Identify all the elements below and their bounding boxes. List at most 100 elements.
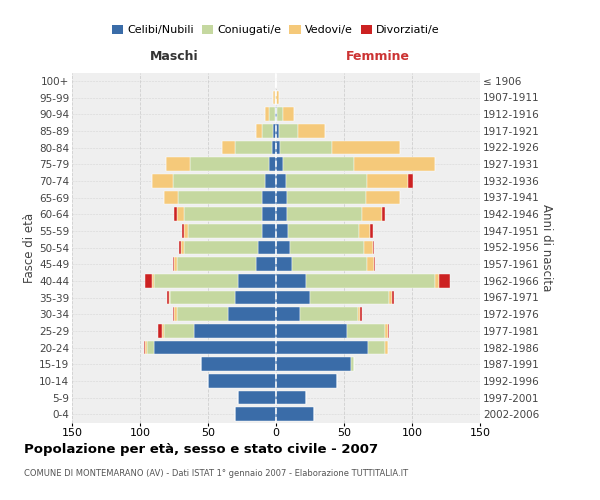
Bar [276,124,279,138]
Bar [280,140,332,154]
Bar [262,190,276,204]
Bar [174,258,177,271]
Bar [174,308,177,321]
Bar [177,208,184,221]
Bar [152,274,154,287]
Bar [275,108,276,121]
Bar [173,308,174,321]
Bar [288,224,359,237]
Bar [276,224,288,237]
Bar [276,174,286,188]
Bar [370,224,373,237]
Bar [276,358,351,371]
Bar [265,108,269,121]
Bar [290,240,364,254]
Bar [435,274,439,287]
Bar [169,290,170,304]
Bar [173,258,174,271]
Bar [256,258,276,271]
Bar [351,358,353,371]
Bar [166,158,190,171]
Bar [238,274,276,287]
Bar [145,340,147,354]
Bar [408,174,413,188]
Bar [367,258,374,271]
Bar [298,124,325,138]
Bar [201,358,276,371]
Bar [276,90,279,104]
Bar [306,274,435,287]
Text: Popolazione per età, sesso e stato civile - 2007: Popolazione per età, sesso e stato civil… [24,442,378,456]
Bar [190,158,269,171]
Bar [164,190,178,204]
Bar [147,340,154,354]
Bar [259,240,276,254]
Bar [301,308,358,321]
Bar [235,290,276,304]
Bar [154,340,276,354]
Bar [368,340,385,354]
Bar [361,308,362,321]
Bar [366,190,400,204]
Bar [158,324,162,338]
Bar [374,258,375,271]
Bar [382,208,385,221]
Y-axis label: Fasce di età: Fasce di età [23,212,36,282]
Bar [310,290,389,304]
Bar [276,140,280,154]
Bar [177,258,256,271]
Bar [162,324,164,338]
Bar [177,308,229,321]
Bar [276,208,287,221]
Bar [144,340,145,354]
Bar [276,290,310,304]
Bar [235,140,272,154]
Bar [389,290,392,304]
Bar [276,240,290,254]
Bar [276,340,368,354]
Text: Maschi: Maschi [149,50,199,64]
Bar [272,140,276,154]
Bar [287,208,362,221]
Legend: Celibi/Nubili, Coniugati/e, Vedovi/e, Divorziati/e: Celibi/Nubili, Coniugati/e, Vedovi/e, Di… [108,20,444,40]
Bar [359,224,370,237]
Bar [221,140,235,154]
Text: Femmine: Femmine [346,50,410,64]
Bar [392,290,394,304]
Bar [353,158,435,171]
Bar [145,274,152,287]
Bar [362,208,382,221]
Bar [173,174,265,188]
Bar [279,124,298,138]
Bar [269,108,275,121]
Bar [235,408,276,421]
Bar [292,258,367,271]
Bar [164,324,194,338]
Bar [256,124,262,138]
Bar [283,108,293,121]
Bar [273,90,275,104]
Bar [276,324,347,338]
Bar [154,274,238,287]
Bar [275,90,276,104]
Bar [439,274,450,287]
Bar [167,290,169,304]
Bar [182,224,184,237]
Bar [184,224,188,237]
Text: COMUNE DI MONTEMARANO (AV) - Dati ISTAT 1° gennaio 2007 - Elaborazione TUTTITALI: COMUNE DI MONTEMARANO (AV) - Dati ISTAT … [24,468,408,477]
Bar [388,324,389,338]
Bar [269,158,276,171]
Bar [276,374,337,388]
Bar [262,124,273,138]
Bar [181,240,184,254]
Bar [276,258,292,271]
Bar [276,408,314,421]
Bar [276,158,283,171]
Y-axis label: Anni di nascita: Anni di nascita [541,204,553,291]
Bar [287,190,366,204]
Bar [276,390,306,404]
Bar [276,308,301,321]
Bar [277,108,283,121]
Bar [188,224,262,237]
Bar [358,308,361,321]
